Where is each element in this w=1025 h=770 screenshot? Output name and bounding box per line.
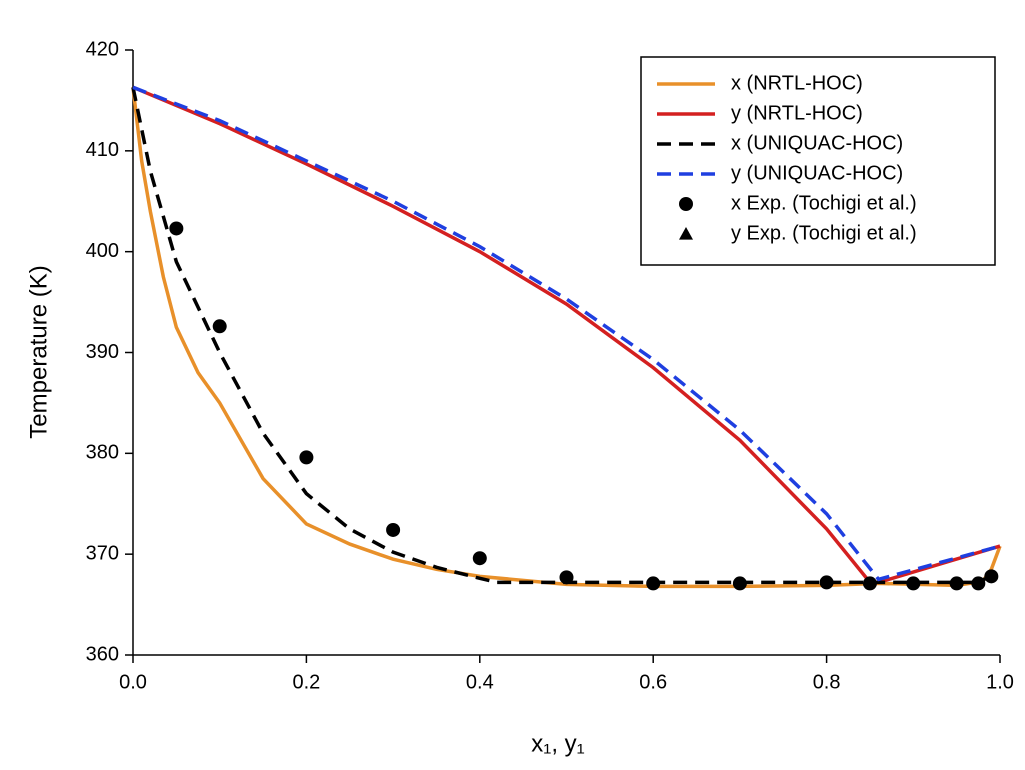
x-tick-label: 0.0 xyxy=(119,671,147,693)
x-axis-label: x₁, y₁ xyxy=(531,730,585,757)
x-tick-label: 0.6 xyxy=(639,671,667,693)
series-line xyxy=(131,86,1001,585)
y-tick-label: 390 xyxy=(86,341,119,363)
point xyxy=(472,551,487,566)
legend-box xyxy=(640,56,996,266)
y-tick-label: 380 xyxy=(86,442,119,464)
legend-label: y Exp. (Tochigi et al.) xyxy=(731,222,917,244)
x-tick-label: 1.0 xyxy=(986,671,1014,693)
point xyxy=(906,576,921,591)
legend-label: x Exp. (Tochigi et al.) xyxy=(731,192,917,214)
point xyxy=(646,576,661,591)
y-tick-label: 410 xyxy=(86,139,119,161)
x-tick-label: 0.2 xyxy=(292,671,320,693)
y-tick-label: 420 xyxy=(86,38,119,60)
x-tick-label: 0.8 xyxy=(813,671,841,693)
point xyxy=(732,576,747,591)
point xyxy=(169,221,184,236)
point xyxy=(862,576,877,591)
y-tick-label: 360 xyxy=(86,643,119,665)
legend-swatch xyxy=(679,227,693,240)
y-tick-label: 400 xyxy=(86,240,119,262)
point xyxy=(949,576,964,591)
series-line xyxy=(132,85,1001,582)
legend-label: x (NRTL-HOC) xyxy=(731,72,863,94)
y-axis-label: Temperature (K) xyxy=(25,265,52,438)
legend-label: y (NRTL-HOC) xyxy=(731,102,863,124)
legend-label: y (UNIQUAC-HOC) xyxy=(731,162,903,184)
point xyxy=(212,319,227,334)
point xyxy=(559,570,574,585)
point xyxy=(984,569,999,584)
y-tick-label: 370 xyxy=(86,542,119,564)
point xyxy=(971,576,986,591)
x-tick-label: 0.4 xyxy=(466,671,494,693)
point xyxy=(819,575,834,590)
point xyxy=(299,450,314,465)
legend-swatch xyxy=(679,197,693,211)
point xyxy=(386,522,401,537)
legend-label: x (UNIQUAC-HOC) xyxy=(731,132,903,154)
